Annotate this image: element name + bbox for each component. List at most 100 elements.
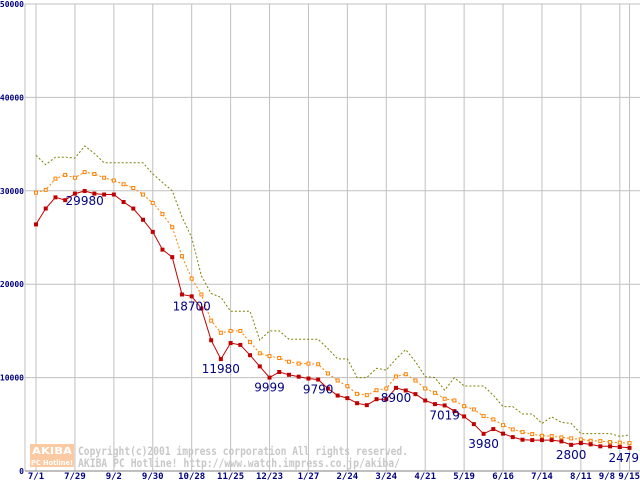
data-point-average <box>569 436 574 441</box>
series-line-max <box>35 145 630 437</box>
grid <box>25 3 640 471</box>
site-url-text: AKIBA PC Hotline! http://www.watch.impre… <box>78 456 400 470</box>
data-point-average <box>150 200 155 205</box>
data-point-min <box>510 435 515 440</box>
data-point-min <box>462 414 467 419</box>
data-point-min <box>209 338 214 343</box>
data-point-average <box>559 435 564 440</box>
data-point-average <box>442 396 447 401</box>
data-point-average <box>617 440 622 445</box>
data-point-average <box>53 176 58 181</box>
data-point-average <box>92 171 97 176</box>
data-point-average <box>238 328 243 333</box>
x-tick-label: 5/19 <box>453 472 475 480</box>
y-tick-label: 30000 <box>0 187 24 196</box>
data-point-average <box>481 414 486 419</box>
data-label: 29980 <box>66 194 104 208</box>
data-point-min <box>92 191 97 196</box>
data-point-average <box>491 417 496 422</box>
data-point-min <box>413 392 418 397</box>
x-tick-label: 8/11 <box>570 472 592 480</box>
data-point-min <box>423 398 428 403</box>
data-point-average <box>520 430 525 435</box>
data-point-min <box>491 427 496 432</box>
data-point-min <box>384 397 389 402</box>
data-point-min <box>394 385 399 390</box>
x-tick-label: 1/27 <box>298 472 320 480</box>
akiba-logo <box>30 444 74 467</box>
data-point-average <box>267 354 272 359</box>
data-point-average <box>345 384 350 389</box>
data-point-min <box>286 372 291 377</box>
data-point-average <box>160 212 165 217</box>
x-tick-label: 10/28 <box>178 472 205 480</box>
data-point-average <box>179 254 184 259</box>
data-point-min <box>627 445 632 450</box>
x-tick-label: 12/23 <box>256 472 283 480</box>
series-line-min <box>35 190 630 449</box>
x-tick-label: 11/25 <box>217 472 244 480</box>
data-point-average <box>325 371 330 376</box>
data-point-min <box>199 306 204 311</box>
data-point-average <box>413 378 418 383</box>
data-point-min <box>598 444 603 449</box>
data-point-average <box>549 434 554 439</box>
data-point-average <box>423 386 428 391</box>
data-point-min <box>578 441 583 446</box>
data-point-average <box>510 427 515 432</box>
series-line-average <box>35 171 630 444</box>
data-point-min <box>131 206 136 211</box>
x-tick-label: 9/30 <box>142 472 164 480</box>
data-point-average <box>248 340 253 345</box>
data-point-min <box>189 294 194 299</box>
data-labels: 29980 18700 11980 9999 9790 8900 7019 3980 2800 2… <box>66 194 639 465</box>
data-point-min <box>121 200 126 205</box>
data-point-average <box>306 361 311 366</box>
watermark: AKIBA PC Hotline! Copyright(c)2001 impre… <box>30 444 408 470</box>
data-point-average <box>218 330 223 335</box>
data-point-min <box>238 342 243 347</box>
data-point-min <box>248 353 253 358</box>
y-tick-label: 50000 <box>0 0 24 9</box>
data-point-average <box>403 372 408 377</box>
data-point-average <box>63 172 68 177</box>
data-point-min <box>277 369 282 374</box>
data-label: 2800 <box>556 448 587 462</box>
data-point-min <box>452 409 457 414</box>
data-point-average <box>578 437 583 442</box>
data-point-average <box>394 374 399 379</box>
data-point-min <box>569 442 574 447</box>
data-point-average <box>72 175 77 180</box>
data-point-min <box>43 206 48 211</box>
data-point-average <box>539 433 544 438</box>
data-point-min <box>296 374 301 379</box>
data-point-average <box>588 438 593 443</box>
data-point-average <box>257 351 262 356</box>
data-point-min <box>82 188 87 193</box>
data-point-min <box>267 375 272 380</box>
data-point-average <box>277 355 282 360</box>
x-tick-label: 7/1 <box>28 472 44 480</box>
data-point-min <box>335 393 340 398</box>
x-tick-label: 4/21 <box>414 472 436 480</box>
y-tick-label: 0 <box>19 467 24 476</box>
data-point-average <box>501 423 506 428</box>
data-point-average <box>131 185 136 190</box>
x-tick-label: 7/29 <box>64 472 86 480</box>
data-point-average <box>189 276 194 281</box>
data-point-average <box>82 170 87 175</box>
data-point-average <box>598 439 603 444</box>
data-point-min <box>316 377 321 382</box>
x-tick-label: 9/8 <box>599 472 615 480</box>
data-point-min <box>471 422 476 427</box>
data-point-average <box>364 393 369 398</box>
logo-top-text: AKIBA <box>32 446 72 457</box>
x-tick-label: 9/2 <box>106 472 122 480</box>
data-point-average <box>316 362 321 367</box>
data-point-average <box>170 225 175 230</box>
data-label: 9790 <box>303 383 334 397</box>
data-point-min <box>179 292 184 297</box>
data-point-min <box>228 341 233 346</box>
